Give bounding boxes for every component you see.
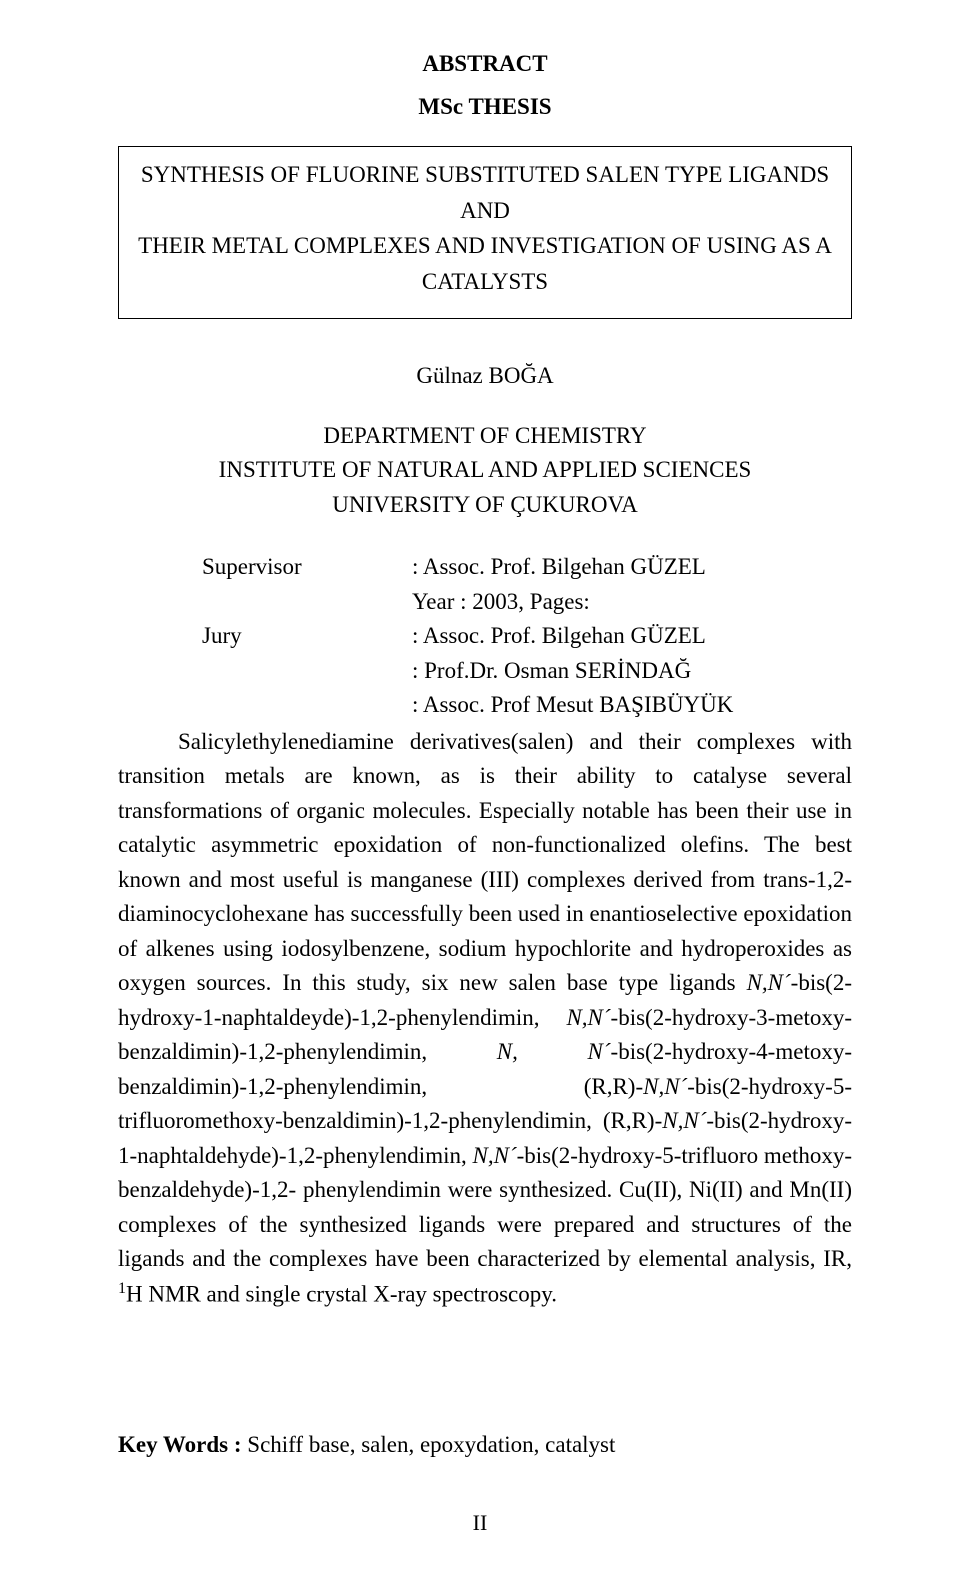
abstract-italic-5: N,N´ xyxy=(662,1108,706,1133)
title-line-3: CATALYSTS xyxy=(133,264,837,300)
title-line-2: THEIR METAL COMPLEXES AND INVESTIGATION … xyxy=(133,228,837,264)
supervisor-row: Supervisor : Assoc. Prof. Bilgehan GÜZEL xyxy=(118,550,852,585)
abstract-label: ABSTRACT xyxy=(118,48,852,79)
jury-row-3: : Assoc. Prof Mesut BAŞIBÜYÜK xyxy=(118,688,852,723)
keywords-label: Key Words : xyxy=(118,1432,242,1457)
abstract-sup-1: 1 xyxy=(118,1280,126,1297)
jury-label: Jury xyxy=(118,619,412,654)
affiliation-line-1: DEPARTMENT OF CHEMISTRY xyxy=(118,419,852,454)
abstract-paragraph: Salicylethylenediamine derivatives(salen… xyxy=(118,725,852,1312)
title-box: SYNTHESIS OF FLUORINE SUBSTITUTED SALEN … xyxy=(118,146,852,319)
jury-value-2: : Prof.Dr. Osman SERİNDAĞ xyxy=(412,654,852,689)
jury-value-1: : Assoc. Prof. Bilgehan GÜZEL xyxy=(412,619,852,654)
abstract-text-a: Salicylethylenediamine derivatives(salen… xyxy=(118,729,852,996)
year-pages-value: Year : 2003, Pages: xyxy=(412,585,852,620)
affiliation-line-3: UNIVERSITY OF ÇUKUROVA xyxy=(118,488,852,523)
page-container: ABSTRACT MSc THESIS SYNTHESIS OF FLUORIN… xyxy=(0,0,960,1576)
jury-row-1: Jury : Assoc. Prof. Bilgehan GÜZEL xyxy=(118,619,852,654)
page-number: II xyxy=(0,1510,960,1536)
abstract-text-h: H NMR and single crystal X-ray spectrosc… xyxy=(126,1281,557,1306)
affiliation-block: DEPARTMENT OF CHEMISTRY INSTITUTE OF NAT… xyxy=(118,419,852,523)
keywords-line: Key Words : Schiff base, salen, epoxydat… xyxy=(118,1432,852,1458)
abstract-italic-3: N, N´ xyxy=(497,1039,611,1064)
affiliation-line-2: INSTITUTE OF NATURAL AND APPLIED SCIENCE… xyxy=(118,453,852,488)
keywords-value: Schiff base, salen, epoxydation, catalys… xyxy=(242,1432,616,1457)
supervisor-label: Supervisor xyxy=(118,550,412,585)
supervisor-value: : Assoc. Prof. Bilgehan GÜZEL xyxy=(412,550,852,585)
jury-value-3: : Assoc. Prof Mesut BAŞIBÜYÜK xyxy=(412,688,852,723)
jury-spacer-3 xyxy=(118,688,412,723)
year-pages-row: Year : 2003, Pages: xyxy=(118,585,852,620)
abstract-italic-2: N,N´ xyxy=(566,1005,610,1030)
thesis-type: MSc THESIS xyxy=(118,91,852,122)
abstract-italic-1: N,N´ xyxy=(747,970,791,995)
jury-row-2: : Prof.Dr. Osman SERİNDAĞ xyxy=(118,654,852,689)
supervisor-jury-block: Supervisor : Assoc. Prof. Bilgehan GÜZEL… xyxy=(118,550,852,723)
abstract-italic-6: N,N´ xyxy=(473,1143,517,1168)
year-pages-spacer xyxy=(118,585,412,620)
abstract-italic-4: N,N´ xyxy=(643,1074,687,1099)
title-line-1: SYNTHESIS OF FLUORINE SUBSTITUTED SALEN … xyxy=(133,157,837,228)
jury-spacer-2 xyxy=(118,654,412,689)
author-name: Gülnaz BOĞA xyxy=(118,363,852,389)
